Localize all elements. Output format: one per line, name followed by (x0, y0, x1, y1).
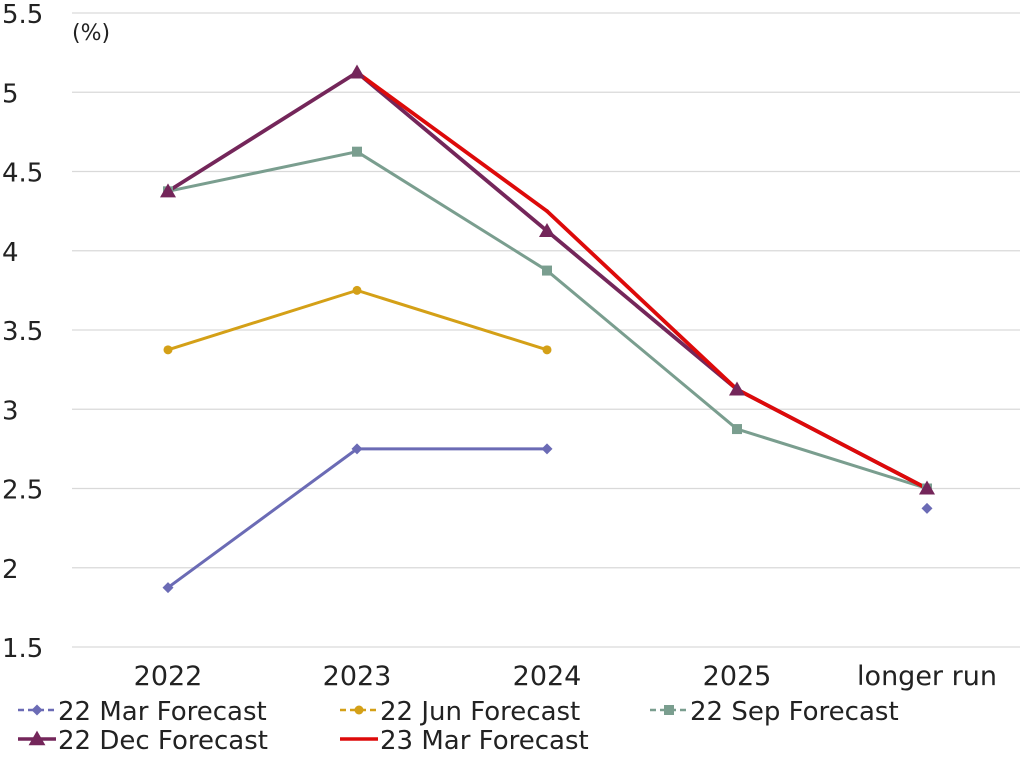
legend-label: 22 Mar Forecast (58, 697, 267, 727)
data-point (921, 502, 933, 514)
series-line-segment (735, 387, 929, 491)
data-point (352, 146, 362, 157)
y-tick-label: 2 (2, 555, 19, 585)
series-line-segment (166, 150, 359, 193)
series-lines (166, 70, 929, 590)
legend-item: 22 Sep Forecast (650, 697, 899, 727)
data-point (162, 582, 174, 594)
series-line-segment (355, 70, 549, 233)
legend-item: 22 Mar Forecast (18, 697, 267, 727)
y-axis-ticks: 1.5 2 2.5 3 3.5 4 4.5 5 5.5 (2, 0, 43, 664)
data-point (729, 381, 745, 396)
data-point (352, 285, 362, 295)
data-point (31, 704, 43, 716)
data-point (160, 183, 176, 198)
series-line-segment (166, 70, 359, 194)
series-line-segment (545, 209, 739, 392)
x-axis-ticks: 2022 2023 2024 2025 longer run (134, 661, 997, 692)
data-point (664, 705, 674, 715)
legend-label: 22 Jun Forecast (380, 697, 580, 727)
y-tick-label: 4.5 (2, 159, 43, 189)
data-point (354, 705, 364, 715)
series-line-segment (735, 427, 929, 490)
series-line-segment (355, 288, 549, 352)
legend: 22 Mar Forecast 22 Jun Forecast 22 Sep For… (18, 697, 899, 756)
data-point (28, 730, 46, 746)
y-tick-label: 2.5 (2, 476, 43, 506)
y-tick-label: 5.5 (2, 0, 43, 30)
y-tick-label: 3.5 (2, 317, 43, 347)
y-tick-label: 3 (2, 396, 19, 426)
legend-item: 22 Dec Forecast (18, 726, 268, 756)
data-point (163, 345, 173, 355)
data-point (732, 424, 742, 435)
x-tick-label: 2023 (323, 661, 392, 692)
legend-item: 23 Mar Forecast (340, 726, 589, 756)
legend-label: 22 Dec Forecast (58, 726, 268, 753)
data-point (349, 64, 365, 79)
legend-item: 22 Jun Forecast (340, 697, 580, 727)
x-tick-label: 2022 (134, 661, 203, 692)
x-tick-label: 2024 (513, 661, 582, 692)
series-line-segment (166, 288, 359, 352)
series-line-segment (545, 229, 739, 392)
series-line-segment (355, 70, 549, 214)
series-line-segment (545, 269, 739, 431)
data-point (541, 443, 553, 455)
y-tick-label: 4 (2, 238, 19, 268)
x-tick-label: 2025 (703, 661, 772, 692)
data-point (542, 265, 552, 276)
legend-label: 23 Mar Forecast (380, 726, 589, 753)
y-tick-label: 5 (2, 79, 19, 109)
series-line-segment (166, 447, 359, 590)
series-markers (160, 64, 935, 594)
series-line-segment (355, 150, 549, 273)
y-tick-label: 1.5 (2, 634, 43, 664)
data-point (539, 222, 555, 237)
y-axis-unit-label: (%) (72, 21, 110, 46)
data-point (542, 345, 552, 355)
data-point (351, 443, 363, 455)
x-tick-label: longer run (857, 661, 997, 692)
legend-label: 22 Sep Forecast (690, 697, 899, 727)
data-point (919, 480, 935, 495)
